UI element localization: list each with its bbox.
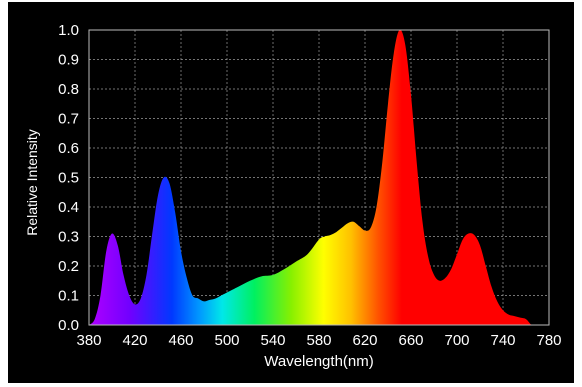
x-tick-label: 780 [536, 332, 561, 349]
x-tick-label: 420 [122, 332, 147, 349]
y-tick-label: 0.3 [58, 229, 79, 246]
x-tick-label: 540 [260, 332, 285, 349]
x-tick-label: 460 [168, 332, 193, 349]
y-tick-label: 0.4 [58, 199, 79, 216]
plot-border [88, 29, 550, 326]
x-tick-labels: 380 420 460 500 540 580 620 660 700 740 780 [76, 332, 561, 349]
y-tick-label: 0.0 [58, 317, 79, 334]
x-tick-label: 740 [490, 332, 515, 349]
spectrum-area [89, 29, 549, 325]
x-tick-label: 700 [444, 332, 469, 349]
y-tick-label: 0.9 [58, 52, 79, 69]
y-tick-labels: 0.0 0.1 0.2 0.3 0.4 0.5 0.6 0.7 0.8 0.9 1.0 [58, 22, 79, 334]
x-tick-label: 500 [214, 332, 239, 349]
x-tick-label: 620 [352, 332, 377, 349]
x-tick-label: 380 [76, 332, 101, 349]
x-axis-label: Wavelength(nm) [264, 353, 373, 370]
y-tick-label: 0.2 [58, 258, 79, 275]
x-tick-label: 660 [398, 332, 423, 349]
x-tick-label: 580 [306, 332, 331, 349]
y-tick-label: 0.8 [58, 81, 79, 98]
y-tick-label: 0.6 [58, 140, 79, 157]
y-axis-label: Relative Intensity [24, 129, 40, 236]
y-tick-label: 0.7 [58, 111, 79, 128]
y-tick-label: 0.1 [58, 288, 79, 305]
y-tick-label: 1.0 [58, 22, 79, 39]
y-tick-label: 0.5 [58, 170, 79, 187]
